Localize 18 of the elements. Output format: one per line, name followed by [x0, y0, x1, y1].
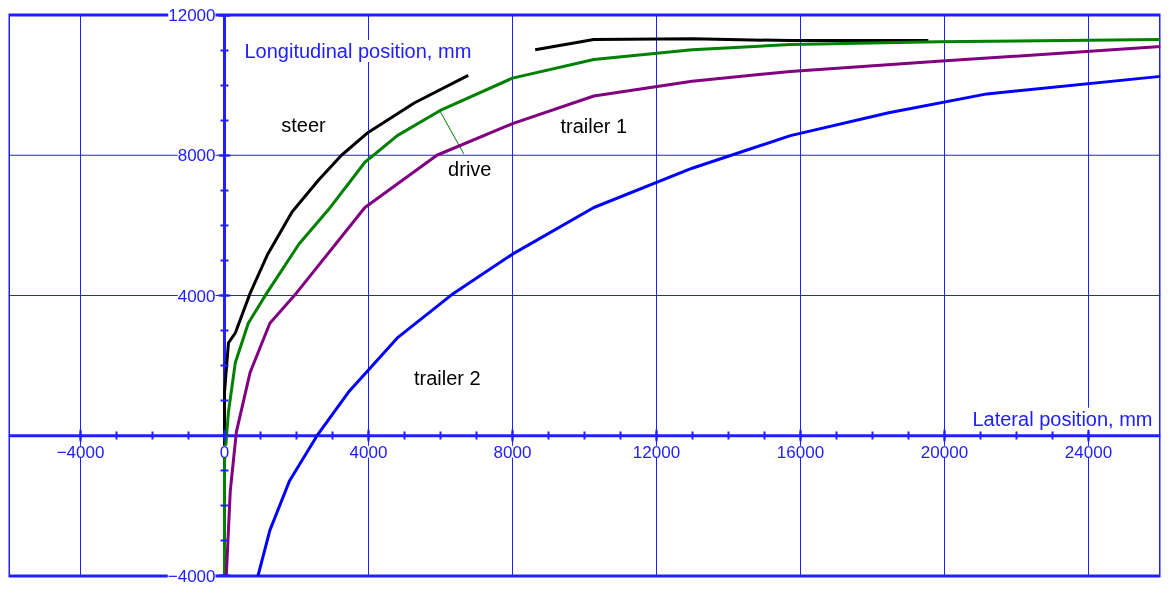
- x-tick-label: 12000: [632, 442, 681, 462]
- y-tick-label: 12000: [168, 6, 216, 26]
- legend-label: drive: [448, 157, 492, 180]
- y-tick-label: 8000: [177, 146, 216, 166]
- x-tick-label: 24000: [1064, 442, 1113, 462]
- series-label: steer: [281, 114, 327, 137]
- series-label: trailer 2: [413, 366, 481, 389]
- x-tick-label: 8000: [493, 442, 532, 462]
- x-tick-label: 16000: [776, 442, 825, 462]
- x-axis-title: Lateral position, mm: [972, 407, 1153, 430]
- x-tick-label: 0: [219, 442, 230, 462]
- series-label: trailer 1: [560, 115, 628, 137]
- y-tick-label: 4000: [177, 286, 216, 306]
- x-tick-label: 4000: [349, 442, 388, 462]
- y-tick-label: −4000: [167, 566, 216, 586]
- x-tick-label: −4000: [56, 442, 105, 462]
- x-tick-label: 20000: [920, 442, 969, 462]
- y-axis-title: Longitudinal position, mm: [244, 40, 472, 63]
